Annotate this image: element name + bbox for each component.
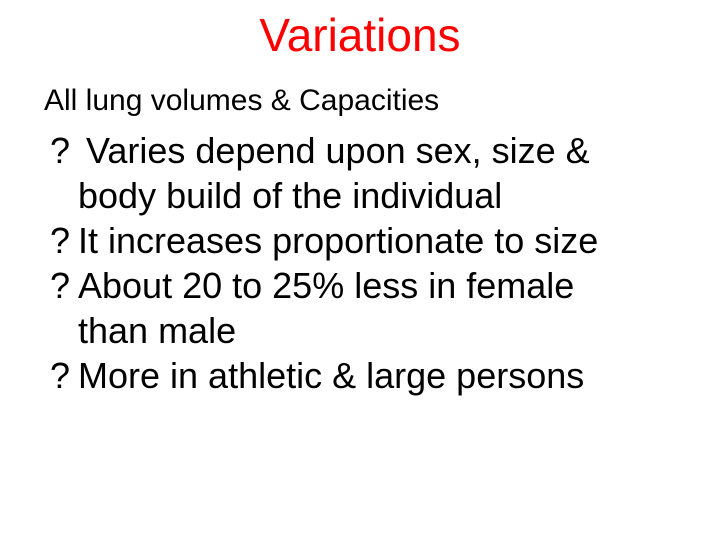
bullet-text-cont: than male — [50, 308, 690, 353]
bullet-text: More in athletic & large persons — [78, 355, 584, 396]
slide-subtitle: All lung volumes & Capacities — [44, 84, 720, 118]
slide: Variations All lung volumes & Capacities… — [0, 0, 720, 540]
list-item: ?More in athletic & large persons — [50, 353, 690, 398]
bullet-text-cont: body build of the individual — [50, 173, 690, 218]
list-item: ? Varies depend upon sex, size & — [50, 128, 690, 173]
bullet-text: It increases proportionate to size — [78, 220, 598, 261]
list-item: ?About 20 to 25% less in female — [50, 263, 690, 308]
bullet-text: About 20 to 25% less in female — [78, 265, 574, 306]
bullet-icon: ? — [50, 263, 70, 308]
bullet-text: Varies depend upon sex, size & — [76, 130, 590, 171]
bullet-icon: ? — [50, 353, 70, 398]
bullet-icon: ? — [50, 218, 70, 263]
slide-title: Variations — [0, 0, 720, 62]
bullet-icon: ? — [50, 130, 70, 171]
list-item: ?It increases proportionate to size — [50, 218, 690, 263]
bullet-list: ? Varies depend upon sex, size & body bu… — [50, 128, 690, 398]
